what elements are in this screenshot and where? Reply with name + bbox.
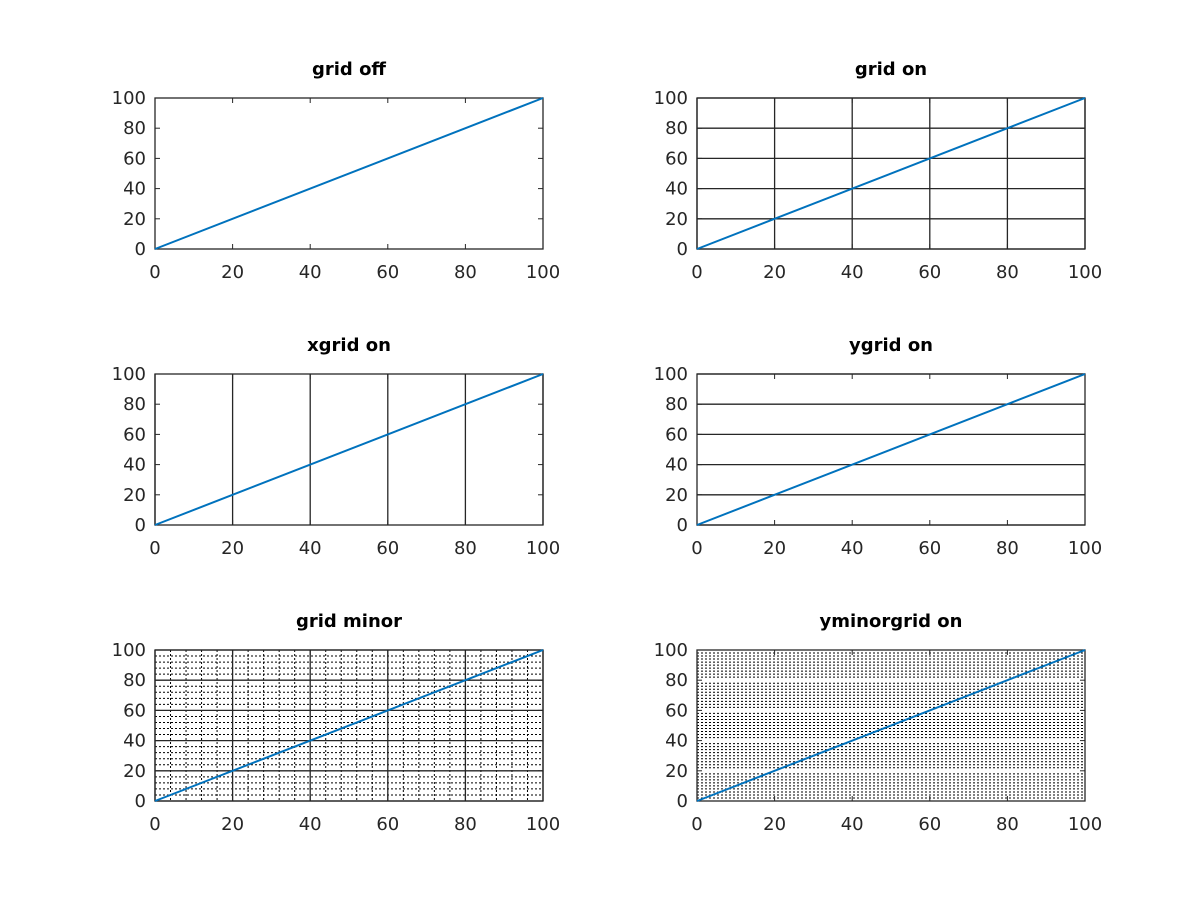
subplot-title: ygrid on [849,335,933,356]
data-line [696,97,1086,250]
y-tick-label: 20 [123,209,146,230]
y-tick-label: 100 [112,640,146,661]
x-tick-label: 40 [299,538,322,559]
y-tick-label: 0 [677,791,688,812]
y-tick-label: 20 [665,761,688,782]
data-line [696,649,1086,802]
x-tick-label: 100 [1068,538,1102,559]
y-tick-label: 40 [665,179,688,200]
y-tick-label: 60 [123,424,146,445]
x-tick-label: 80 [996,538,1019,559]
data-line [154,97,544,250]
y-tick-label: 20 [665,209,688,230]
y-tick-label: 60 [123,148,146,169]
x-tick-label: 100 [526,814,560,835]
y-tick-label: 40 [665,731,688,752]
axes-box [696,649,1086,802]
subplot-title: grid off [312,59,386,80]
x-tick-label: 40 [841,262,864,283]
y-tick-label: 0 [135,791,146,812]
x-tick-label: 40 [841,814,864,835]
y-tick-label: 20 [123,485,146,506]
x-tick-label: 20 [763,262,786,283]
y-tick-label: 60 [665,148,688,169]
data-line [154,373,544,526]
x-tick-label: 40 [299,814,322,835]
data-line [696,373,1086,526]
x-tick-label: 100 [1068,262,1102,283]
subplot-title: yminorgrid on [820,611,963,632]
y-tick-label: 0 [135,239,146,260]
y-tick-label: 100 [112,364,146,385]
y-tick-label: 40 [123,731,146,752]
x-tick-label: 100 [526,538,560,559]
y-tick-label: 80 [123,394,146,415]
axes-box [696,97,1086,250]
subplot-title: grid on [855,59,927,80]
subplot-title: grid minor [296,611,402,632]
y-tick-label: 60 [123,700,146,721]
x-tick-label: 0 [149,814,160,835]
y-tick-label: 40 [123,455,146,476]
y-tick-label: 0 [135,515,146,536]
x-tick-label: 80 [454,538,477,559]
y-tick-label: 100 [654,364,688,385]
y-tick-label: 100 [654,640,688,661]
y-tick-label: 80 [665,118,688,139]
x-tick-label: 60 [376,262,399,283]
subplot-title: xgrid on [307,335,391,356]
x-tick-label: 20 [763,814,786,835]
x-tick-label: 20 [221,262,244,283]
x-tick-label: 20 [221,538,244,559]
y-tick-label: 60 [665,424,688,445]
x-tick-label: 80 [454,814,477,835]
axes-box [696,373,1086,526]
axes-box [154,649,544,802]
y-tick-label: 100 [112,88,146,109]
axes-box [154,97,544,250]
x-tick-label: 20 [221,814,244,835]
x-tick-label: 0 [691,814,702,835]
x-tick-label: 0 [149,262,160,283]
y-tick-label: 80 [665,670,688,691]
data-line [154,649,544,802]
y-tick-label: 0 [677,515,688,536]
x-tick-label: 40 [841,538,864,559]
x-tick-label: 80 [996,262,1019,283]
x-tick-label: 60 [918,814,941,835]
x-tick-label: 0 [691,262,702,283]
axes-box [154,373,544,526]
x-tick-label: 60 [376,538,399,559]
y-tick-label: 80 [665,394,688,415]
x-tick-label: 0 [149,538,160,559]
x-tick-label: 100 [1068,814,1102,835]
y-tick-label: 60 [665,700,688,721]
x-tick-label: 100 [526,262,560,283]
x-tick-label: 0 [691,538,702,559]
y-tick-label: 80 [123,118,146,139]
y-tick-label: 40 [123,179,146,200]
x-tick-label: 60 [376,814,399,835]
x-tick-label: 40 [299,262,322,283]
y-tick-label: 0 [677,239,688,260]
y-tick-label: 40 [665,455,688,476]
y-tick-label: 80 [123,670,146,691]
x-tick-label: 80 [996,814,1019,835]
x-tick-label: 20 [763,538,786,559]
y-tick-label: 100 [654,88,688,109]
y-tick-label: 20 [123,761,146,782]
y-tick-label: 20 [665,485,688,506]
x-tick-label: 60 [918,262,941,283]
x-tick-label: 80 [454,262,477,283]
x-tick-label: 60 [918,538,941,559]
